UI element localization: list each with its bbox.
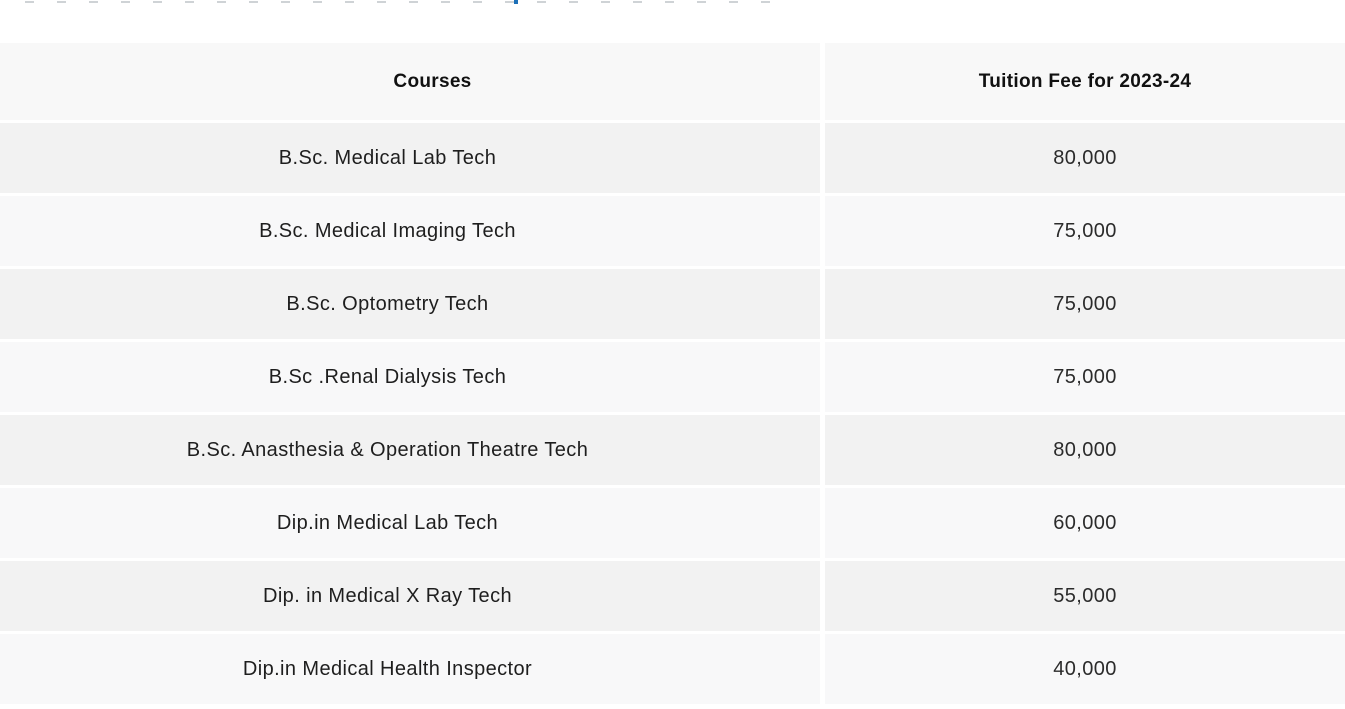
course-cell: B.Sc. Optometry Tech [0, 269, 820, 339]
fee-cell: 75,000 [825, 196, 1345, 266]
table-body: B.Sc. Medical Lab Tech 80,000 B.Sc. Medi… [0, 123, 1345, 704]
clipped-text-line [0, 0, 1345, 4]
table-row: B.Sc. Medical Imaging Tech 75,000 [0, 196, 1345, 266]
table-row: B.Sc. Anasthesia & Operation Theatre Tec… [0, 415, 1345, 485]
table-header-row: Courses Tuition Fee for 2023-24 [0, 43, 1345, 120]
column-header-tuition-fee: Tuition Fee for 2023-24 [825, 43, 1345, 120]
course-cell: Dip.in Medical Health Inspector [0, 634, 820, 704]
fee-cell: 60,000 [825, 488, 1345, 558]
tuition-fee-table: Courses Tuition Fee for 2023-24 B.Sc. Me… [0, 43, 1345, 704]
table-row: Dip.in Medical Health Inspector 40,000 [0, 634, 1345, 704]
fee-cell: 55,000 [825, 561, 1345, 631]
course-cell: Dip. in Medical X Ray Tech [0, 561, 820, 631]
course-cell: B.Sc .Renal Dialysis Tech [0, 342, 820, 412]
clipped-text-fragments [25, 1, 773, 3]
course-cell: Dip.in Medical Lab Tech [0, 488, 820, 558]
table-row: Dip. in Medical X Ray Tech 55,000 [0, 561, 1345, 631]
course-cell: B.Sc. Anasthesia & Operation Theatre Tec… [0, 415, 820, 485]
column-header-courses: Courses [0, 43, 820, 120]
clipped-link-fragment[interactable] [514, 0, 518, 4]
fee-cell: 40,000 [825, 634, 1345, 704]
table-row: B.Sc. Medical Lab Tech 80,000 [0, 123, 1345, 193]
course-cell: B.Sc. Medical Lab Tech [0, 123, 820, 193]
table-row: B.Sc. Optometry Tech 75,000 [0, 269, 1345, 339]
fee-cell: 80,000 [825, 415, 1345, 485]
table-row: Dip.in Medical Lab Tech 60,000 [0, 488, 1345, 558]
course-cell: B.Sc. Medical Imaging Tech [0, 196, 820, 266]
table-row: B.Sc .Renal Dialysis Tech 75,000 [0, 342, 1345, 412]
fee-cell: 75,000 [825, 269, 1345, 339]
fee-cell: 75,000 [825, 342, 1345, 412]
fee-cell: 80,000 [825, 123, 1345, 193]
